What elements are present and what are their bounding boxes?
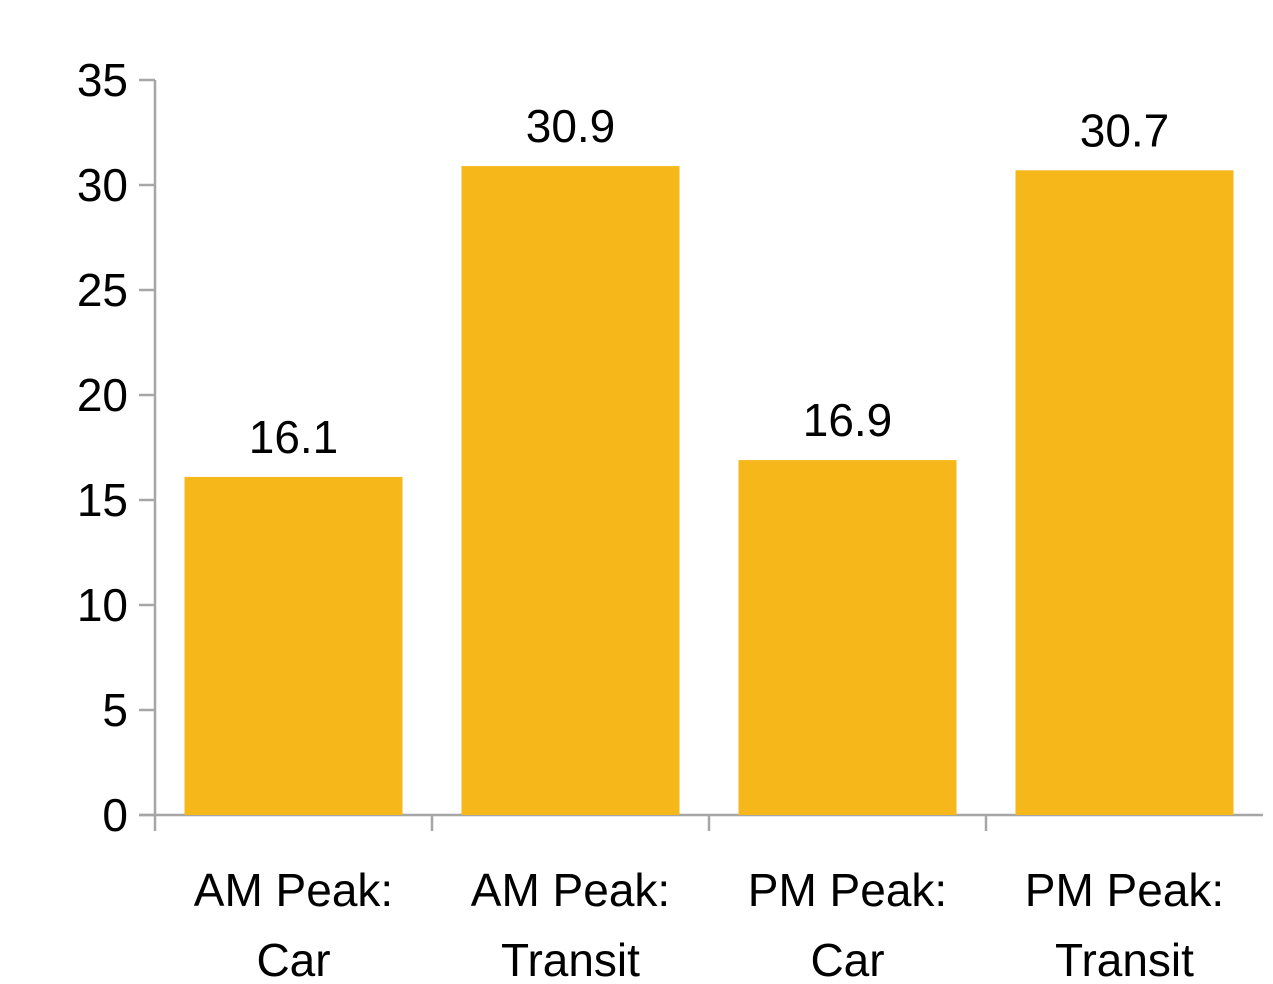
y-tick-label: 5 (102, 684, 128, 736)
bar (738, 460, 957, 815)
data-label: 30.7 (1080, 104, 1170, 156)
bar (461, 166, 680, 816)
bar (184, 476, 403, 815)
category-label: Car (810, 934, 884, 984)
data-label: 16.1 (249, 411, 339, 463)
category-labels: AM Peak: Car AM Peak: Transit PM Peak: Car PM … (194, 864, 1224, 984)
y-tick-label: 25 (77, 264, 128, 316)
category-label: PM Peak: (1025, 864, 1224, 916)
data-label: 16.9 (803, 394, 893, 446)
category-label: PM Peak: (748, 864, 947, 916)
y-axis: 0 5 10 15 20 25 30 35 (77, 54, 157, 841)
y-tick-label: 0 (102, 789, 128, 841)
y-tick-label: 15 (77, 474, 128, 526)
data-label: 30.9 (526, 100, 616, 152)
category-label: Transit (501, 934, 640, 984)
category-label: Transit (1055, 934, 1194, 984)
category-label: Car (256, 934, 330, 984)
category-label: AM Peak: (194, 864, 393, 916)
y-tick-label: 30 (77, 159, 128, 211)
bars (184, 166, 1234, 816)
category-label: AM Peak: (471, 864, 670, 916)
y-tick-label: 20 (77, 369, 128, 421)
x-axis (139, 813, 1263, 831)
bar (1015, 170, 1234, 816)
y-tick-label: 35 (77, 54, 128, 106)
data-labels: 16.1 30.9 16.9 30.7 (249, 100, 1170, 463)
y-tick-label: 10 (77, 579, 128, 631)
